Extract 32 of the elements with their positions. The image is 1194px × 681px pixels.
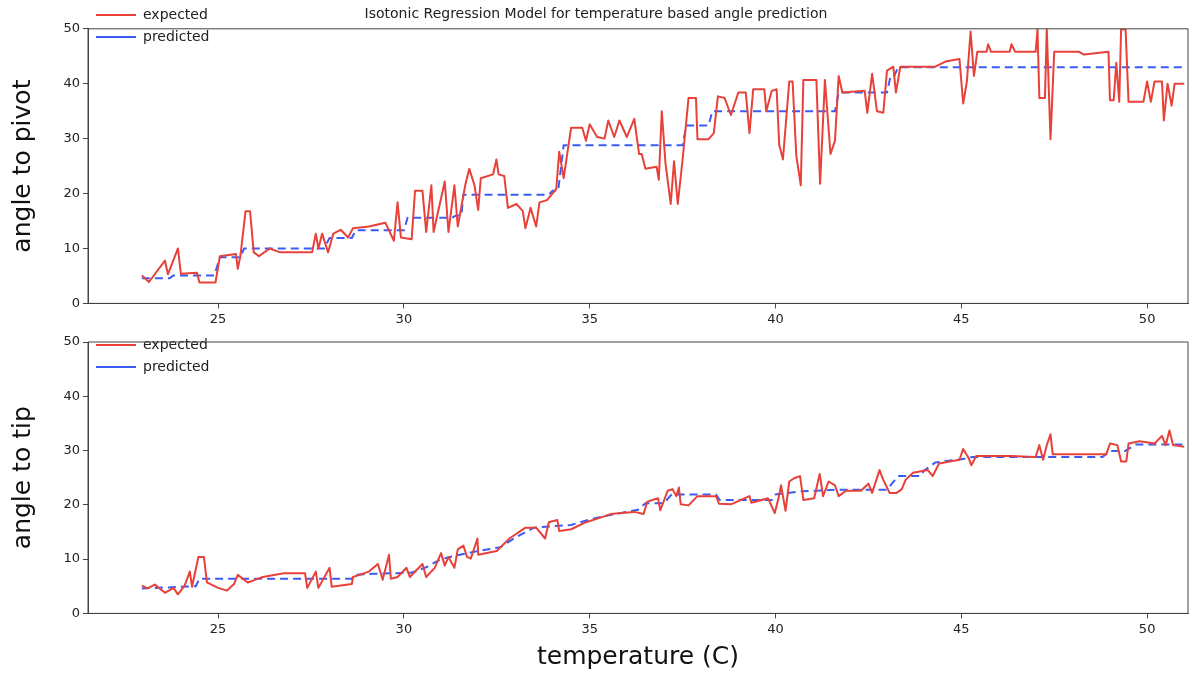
legend-label: predicted xyxy=(143,27,210,44)
x-tick-label: 45 xyxy=(953,310,970,326)
x-tick-label: 50 xyxy=(1138,310,1156,326)
x-tick-label: 35 xyxy=(581,620,598,636)
y-tick-label: 50 xyxy=(63,20,80,36)
chart-title: Isotonic Regression Model for temperature based angle prediction xyxy=(364,5,828,22)
legend-label: predicted xyxy=(143,357,210,374)
legend-label: expected xyxy=(143,335,208,352)
x-tick-label: 50 xyxy=(1138,620,1156,636)
x-tick-label: 30 xyxy=(395,620,413,636)
y-axis-title: angle to pivot xyxy=(6,79,36,253)
legend-label: expected xyxy=(143,5,208,22)
y-tick-label: 30 xyxy=(63,441,80,457)
x-axis-title: temperature (C) xyxy=(536,640,740,670)
y-tick-label: 40 xyxy=(63,387,80,403)
y-tick-label: 20 xyxy=(63,184,80,200)
x-tick-label: 30 xyxy=(395,310,413,326)
y-tick-label: 10 xyxy=(63,550,80,566)
y-tick-label: 10 xyxy=(63,239,80,255)
y-tick-label: 0 xyxy=(71,294,80,310)
y-tick-label: 0 xyxy=(71,604,80,620)
x-tick-label: 25 xyxy=(209,620,227,636)
y-axis-title: angle to tip xyxy=(6,406,36,550)
y-tick-label: 30 xyxy=(63,130,80,146)
x-tick-label: 40 xyxy=(767,310,784,326)
y-tick-label: 50 xyxy=(63,333,80,349)
x-tick-label: 45 xyxy=(953,620,970,636)
x-tick-label: 35 xyxy=(581,310,598,326)
x-tick-label: 40 xyxy=(767,620,784,636)
x-tick-label: 25 xyxy=(209,310,227,326)
y-tick-label: 20 xyxy=(63,496,80,512)
y-tick-label: 40 xyxy=(63,75,80,91)
